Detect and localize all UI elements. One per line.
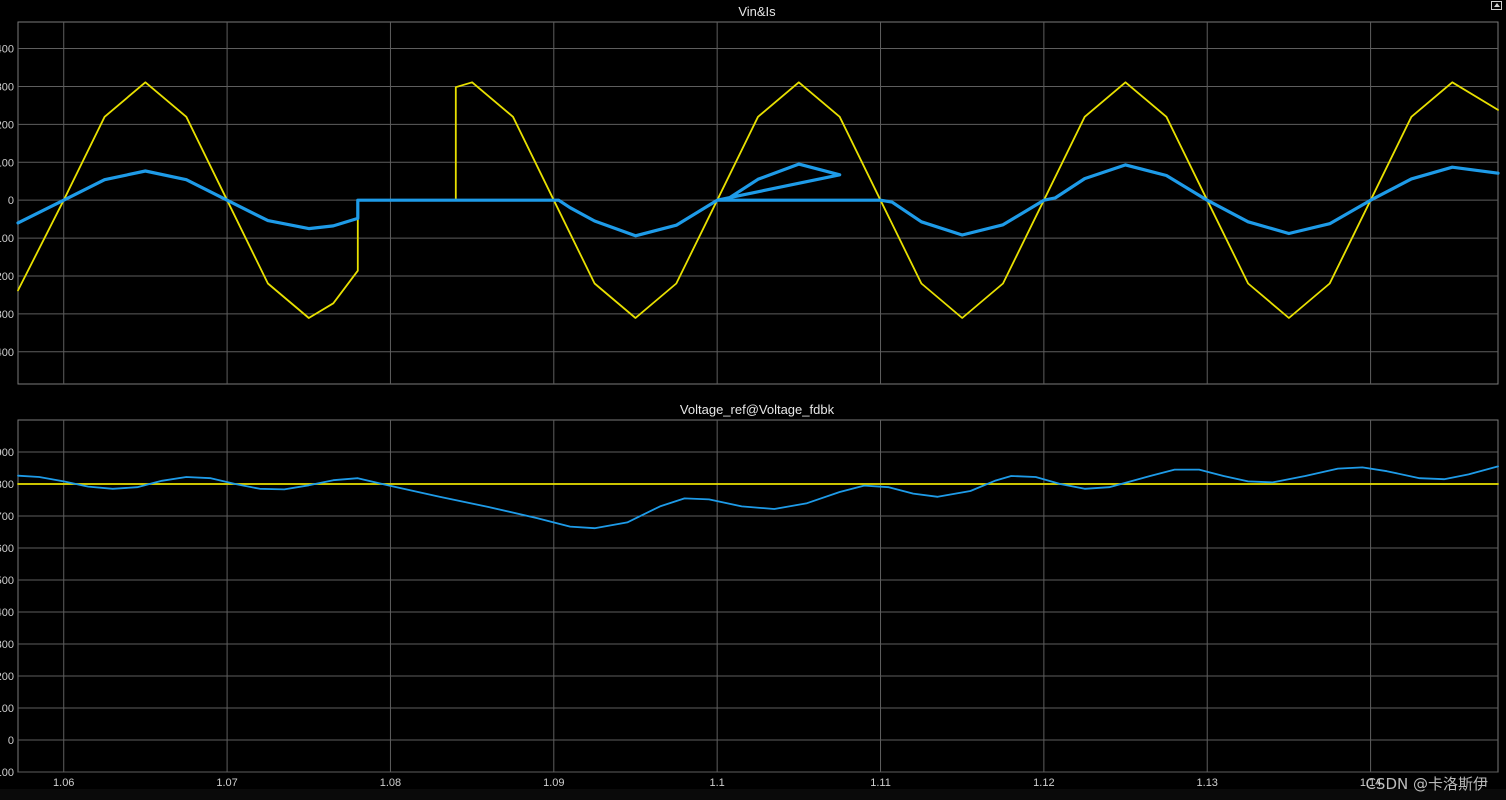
y-tick-label: -400 [0,347,14,359]
y-tick-label: 700 [0,511,14,523]
series-line [17,465,1499,530]
y-tick-label: 0 [8,195,14,207]
watermark: CSDN @卡洛斯伊 [1365,775,1488,793]
y-tick-label: 300 [0,639,14,651]
plot-title: Voltage_ref@Voltage_fdbk [680,402,835,417]
x-tick-label: 1.13 [1197,777,1218,789]
y-tick-label: 600 [0,543,14,555]
vin-is-plot[interactable]: Vin&Is -400 -300 -200 -100 0 100 200 300 400 [0,4,1500,385]
y-tick-label: -100 [0,767,14,779]
y-tick-label: -300 [0,309,14,321]
y-tick-label: 300 [0,81,14,93]
x-tick-label: 1.09 [543,777,564,789]
x-tick-label: 1.1 [710,777,725,789]
voltage-ref-fdbk-plot[interactable]: Voltage_ref@Voltage_fdbk -100 0 100 200 300 4… [0,402,1499,789]
x-tick-label: 1.07 [216,777,237,789]
x-tick-label: 1.08 [380,777,401,789]
plot-title: Vin&Is [738,4,776,19]
y-tick-label: 200 [0,671,14,683]
x-tick-label: 1.12 [1033,777,1054,789]
y-tick-label: 900 [0,447,14,459]
y-tick-label: -200 [0,271,14,283]
y-tick-label: 800 [0,479,14,491]
y-tick-label: 200 [0,119,14,131]
y-tick-label: 100 [0,157,14,169]
undock-icon[interactable] [1491,1,1502,10]
y-tick-label: 500 [0,575,14,587]
x-tick-label: 1.06 [53,777,74,789]
x-tick-label: 1.11 [870,777,891,789]
x-tick-label: 1.14 [1360,777,1381,789]
y-tick-label: -100 [0,233,14,245]
y-tick-label: 0 [8,735,14,747]
y-tick-label: 100 [0,703,14,715]
series-line [16,162,1500,238]
y-tick-label: 400 [0,44,14,56]
y-tick-label: 400 [0,607,14,619]
